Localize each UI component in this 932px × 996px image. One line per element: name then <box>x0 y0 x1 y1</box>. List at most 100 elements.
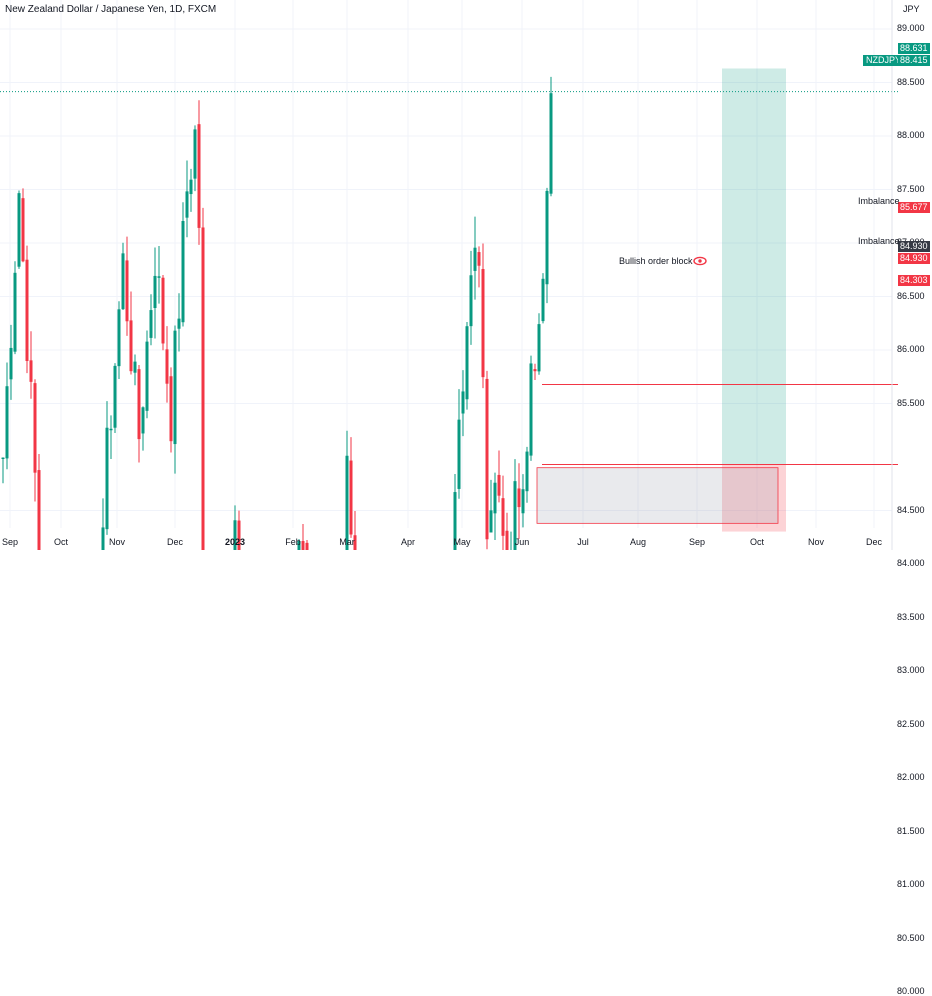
price-tick-label: 89.000 <box>897 23 925 33</box>
price-tick-label: 88.000 <box>897 130 925 140</box>
candle-body <box>493 482 497 514</box>
time-tick-label: Apr <box>400 537 416 547</box>
candle-body <box>349 460 353 535</box>
candle-body <box>113 365 117 428</box>
candle-body <box>145 341 149 411</box>
price-tick-label: 81.500 <box>897 825 925 836</box>
eye-icon[interactable] <box>693 256 707 266</box>
price-tick-label: 82.000 <box>897 772 925 782</box>
candle-body <box>485 378 489 540</box>
order-block-box <box>536 467 779 524</box>
price-tick-label: 87.500 <box>897 183 925 194</box>
candle-body <box>185 191 189 218</box>
candle-body <box>513 481 517 550</box>
last-price-badge: 88.415 <box>898 55 930 66</box>
candle-body <box>25 259 29 362</box>
candle-body <box>109 428 113 431</box>
price-tick-label: 80.000 <box>897 986 925 996</box>
imbalance-label-upper: Imbalance <box>858 196 900 206</box>
chart-title: New Zealand Dollar / Japanese Yen, 1D, F… <box>5 4 217 15</box>
candle-body <box>549 93 553 194</box>
candle-body <box>529 363 533 456</box>
candle-body <box>477 252 481 266</box>
candle-body <box>177 318 181 329</box>
candle-body <box>121 253 125 310</box>
currency-unit: JPY <box>903 4 920 14</box>
time-tick-label: Sep <box>688 537 706 547</box>
last-price-symbol-badge: NZDJPY <box>863 55 905 66</box>
time-tick-label: Dec <box>865 537 883 547</box>
candle-body <box>133 361 137 373</box>
candle-body <box>165 349 169 384</box>
imbalance-label-lower: Imbalance <box>858 236 900 246</box>
candle-body <box>505 530 509 550</box>
candle-body <box>453 492 457 550</box>
candle-body <box>517 488 521 508</box>
candle-body <box>533 369 537 372</box>
candle-body <box>101 527 105 550</box>
candle-body <box>117 309 121 367</box>
candle-body <box>9 347 13 380</box>
candle-body <box>141 407 145 434</box>
candle-body <box>149 310 153 338</box>
price-tick-label: 85.500 <box>897 397 925 408</box>
candle-body <box>525 451 529 492</box>
price-tick-label: 84.000 <box>897 558 925 568</box>
candle-body <box>1 457 5 459</box>
price-tick-label: 88.500 <box>897 76 925 87</box>
time-tick-label: Oct <box>749 537 765 547</box>
stop-price-badge: 84.303 <box>898 275 930 286</box>
candle-body <box>465 326 469 400</box>
candle-body <box>489 510 493 533</box>
candle-body <box>153 275 157 309</box>
candle-body <box>461 391 465 414</box>
candle-body <box>497 474 501 496</box>
time-tick-label: Jul <box>577 537 589 547</box>
loss-zone <box>722 464 786 532</box>
candle-body <box>537 324 541 372</box>
imbalance-upper-price-badge: 85.677 <box>898 202 930 213</box>
candle-body <box>237 520 241 550</box>
time-tick-label: Oct <box>53 537 69 547</box>
price-tick-label: 84.500 <box>897 504 925 515</box>
candle-body <box>201 227 205 550</box>
candle-body <box>169 376 173 442</box>
candle-body <box>125 260 129 322</box>
time-tick-label: 2023 <box>224 537 246 547</box>
time-tick-label: Nov <box>807 537 825 547</box>
candle-body <box>541 278 545 322</box>
price-tick-label: 86.500 <box>897 290 925 301</box>
candle-body <box>21 198 25 262</box>
candle-body <box>193 129 197 179</box>
candle-body <box>129 320 133 372</box>
candle-body <box>301 541 305 550</box>
candle-body <box>545 190 549 285</box>
candle-body <box>521 489 525 514</box>
time-tick-label: Mar <box>339 537 355 547</box>
candle-body <box>29 360 33 382</box>
candle-body <box>157 276 161 278</box>
candle-body <box>161 277 165 344</box>
price-tick-label: 83.000 <box>897 665 925 675</box>
time-tick-label: Feb <box>285 537 301 547</box>
order-block-top-price-badge: 84.930 <box>898 253 930 264</box>
candle-body <box>189 179 193 195</box>
candle-body <box>181 221 185 323</box>
profit-zone <box>722 68 786 465</box>
price-tick-label: 82.500 <box>897 718 925 729</box>
price-chart[interactable] <box>0 0 932 550</box>
entry-price-badge: 84.930 <box>898 241 930 252</box>
candle-body <box>13 272 17 352</box>
candle-body <box>197 124 201 228</box>
candle-body <box>501 498 505 536</box>
candle-body <box>37 470 41 550</box>
time-tick-label: Dec <box>166 537 184 547</box>
candle-body <box>469 275 473 327</box>
candle-body <box>305 542 309 550</box>
candle-body <box>481 269 485 378</box>
time-tick-label: Sep <box>1 537 19 547</box>
time-tick-label: May <box>453 537 471 547</box>
price-tick-label: 86.000 <box>897 344 925 354</box>
price-tick-label: 81.000 <box>897 879 925 889</box>
time-tick-label: Nov <box>108 537 126 547</box>
